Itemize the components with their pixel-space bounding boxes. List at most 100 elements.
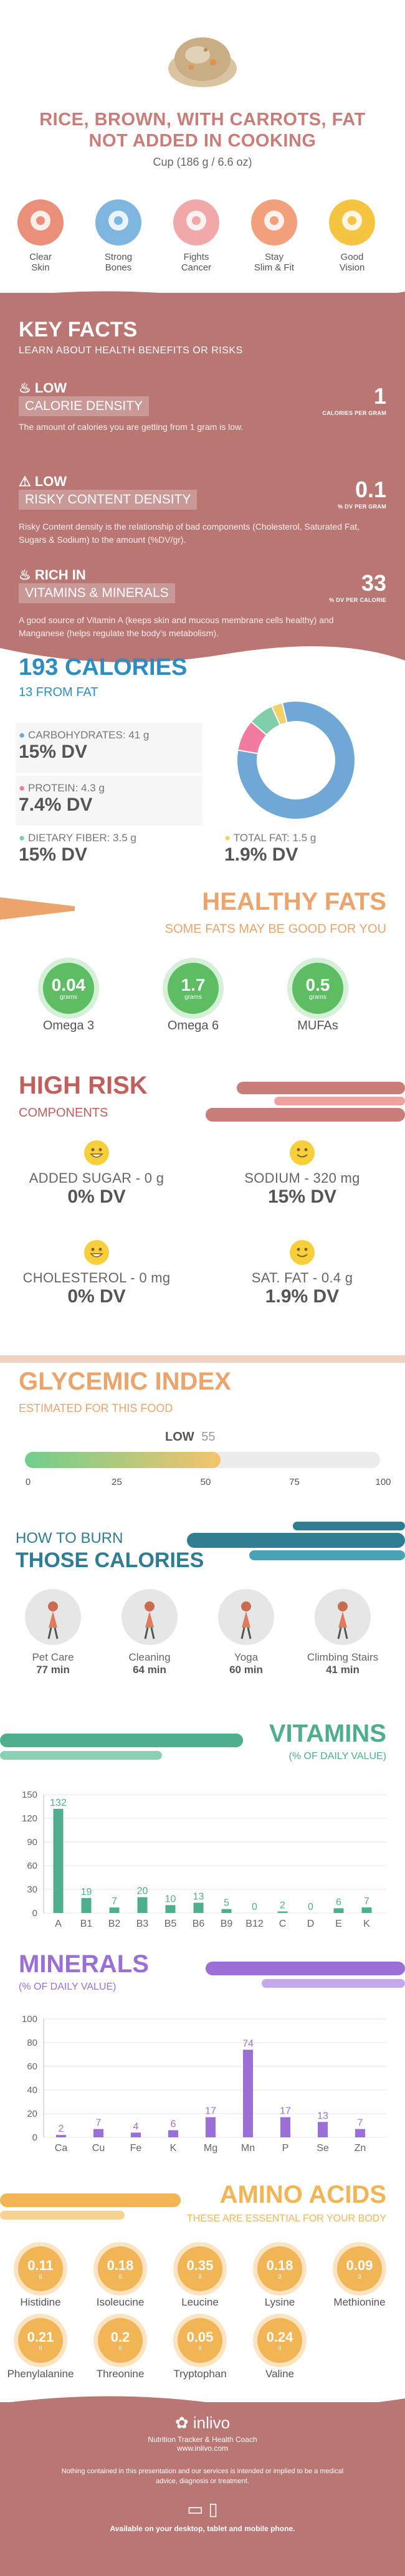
amino-subheading: THESE ARE ESSENTIAL FOR YOUR BODY <box>186 2213 386 2224</box>
vitamins-stripes <box>0 1734 243 1760</box>
benefit-2: Fights Cancer <box>162 199 231 273</box>
amino-label: Threonine <box>96 2368 145 2380</box>
grin-face-icon <box>84 1140 109 1165</box>
amino-value: 0.24 <box>266 2329 293 2345</box>
fat-row: ● TOTAL FAT: 1.5 g 1.9% DV <box>224 832 317 865</box>
amino-unit: g <box>358 2273 361 2279</box>
amino-badge: 0.2 g <box>98 2318 143 2363</box>
y-tick-label: 0 <box>32 1908 37 1919</box>
risk-label: CHOLESTEROL - 0 mg <box>22 1270 171 1286</box>
glycemic-tick: 50 <box>200 1477 211 1487</box>
healthy-fat-label: Omega 6 <box>167 1019 219 1033</box>
activity-time: 41 min <box>326 1664 360 1676</box>
benefit-label: Clear Skin <box>29 252 52 273</box>
amino-unit: g <box>39 2273 42 2279</box>
amino-tryptophan: 0.05 g Tryptophan <box>163 2318 237 2380</box>
amino-label: Isoleucine <box>96 2296 145 2308</box>
category-label: Cu <box>92 2143 105 2154</box>
bar-B3 <box>137 1897 148 1913</box>
leaf-icon: ✿ <box>174 2413 189 2432</box>
activity-name: Cleaning <box>128 1651 171 1663</box>
bar-value-label: 5 <box>224 1898 229 1909</box>
healthy-fats-subheading: SOME FATS MAY BE GOOD FOR YOU <box>164 922 386 936</box>
amino-value: 0.05 <box>186 2329 214 2345</box>
amino-value: 0.09 <box>346 2258 373 2273</box>
glycemic-level: LOW <box>165 1430 194 1444</box>
benefit-label: Good Vision <box>339 252 365 273</box>
category-label: A <box>55 1919 62 1929</box>
benefit-label: Stay Slim & Fit <box>254 252 295 273</box>
category-label: Ca <box>55 2143 68 2154</box>
category-label: B1 <box>80 1919 93 1929</box>
bar-Zn <box>355 2129 365 2137</box>
fat-dv: 1.9% DV <box>224 844 298 865</box>
fact-desc: The amount of calories you are getting f… <box>19 422 244 432</box>
glycemic-heading: GLYCEMIC INDEX <box>19 1368 231 1395</box>
amino-leucine: 0.35 g Leucine <box>163 2246 237 2309</box>
bar-value-label: 2 <box>280 1900 285 1911</box>
protein-row: ● PROTEIN: 4.3 g 7.4% DV <box>19 782 105 815</box>
risk-2: CHOLESTEROL - 0 mg 0% DV <box>19 1240 174 1307</box>
high-risk-stripes <box>206 1082 405 1122</box>
amino-label: Tryptophan <box>173 2368 227 2380</box>
category-label: D <box>307 1919 315 1929</box>
burn-stripes <box>187 1522 405 1560</box>
warning-icon: ⚠ <box>19 474 35 489</box>
activity-time: 60 min <box>229 1664 263 1676</box>
activity-name: Pet Care <box>32 1651 74 1663</box>
y-tick-label: 30 <box>27 1884 37 1895</box>
category-label: Mn <box>241 2143 255 2154</box>
healthy-fat-1: 1.7 grams Omega 6 <box>150 963 237 1033</box>
bar-value-label: 0 <box>308 1902 313 1912</box>
fact-1: ⚠ LOW RISKY CONTENT DENSITY <box>19 474 198 510</box>
category-label: B5 <box>164 1919 177 1929</box>
amino-heading: AMINO ACIDS <box>219 2181 386 2208</box>
bar-value-label: 17 <box>205 2106 216 2117</box>
carbs-row: ● CARBOHYDRATES: 41 g 15% DV <box>19 729 150 762</box>
bar-value-label: 20 <box>137 1886 148 1897</box>
amino-badge: 0.11 g <box>18 2246 63 2291</box>
activity-time: 77 min <box>36 1664 70 1676</box>
risk-label: SAT. FAT - 0.4 g <box>251 1270 353 1286</box>
bar-C <box>277 1911 288 1913</box>
category-label: Se <box>317 2143 329 2154</box>
amino-badge: 0.05 g <box>178 2318 222 2363</box>
fact-name: CALORIE DENSITY <box>19 396 150 416</box>
amino-unit: g <box>118 2344 122 2350</box>
bar-B1 <box>81 1897 92 1913</box>
y-tick-label: 120 <box>22 1813 37 1824</box>
ribbon-icon <box>173 199 219 246</box>
category-label: C <box>279 1919 287 1929</box>
amino-badge: 0.18 g <box>98 2246 143 2291</box>
amino-unit: g <box>198 2344 202 2350</box>
available-text: Available on your desktop, tablet and mo… <box>110 2524 295 2533</box>
bar-B5 <box>165 1905 176 1913</box>
high-risk-heading: HIGH RISK <box>19 1072 148 1099</box>
bar-B9 <box>221 1909 232 1913</box>
risk-0: ADDED SUGAR - 0 g 0% DV <box>19 1140 174 1208</box>
minerals-stripes <box>206 1962 405 1988</box>
bar-K <box>361 1907 372 1913</box>
amino-badge: 0.18 g <box>257 2246 302 2291</box>
category-label: B6 <box>193 1919 205 1929</box>
bar-value-label: 6 <box>171 2119 176 2130</box>
fact-name: VITAMINS & MINERALS <box>19 583 175 603</box>
healthy-fat-value: 1.7 <box>181 975 206 995</box>
healthy-fat-badge: 0.5 grams <box>292 963 343 1014</box>
category-label: B2 <box>108 1919 121 1929</box>
bar-value-label: 132 <box>50 1798 67 1808</box>
activity-2: Yoga 60 min <box>209 1589 284 1676</box>
healthy-fat-unit: grams <box>309 993 326 1001</box>
healthy-fat-2: 0.5 grams MUFAs <box>274 963 361 1033</box>
y-tick-label: 90 <box>27 1837 37 1848</box>
fact-unit: CALORIES PER GRAM <box>322 410 386 416</box>
category-label: B12 <box>245 1919 264 1929</box>
amino-stripes <box>0 2193 181 2220</box>
brand-name: inlivo <box>193 2413 231 2432</box>
bar-Ca <box>56 2135 66 2137</box>
benefit-1: Strong Bones <box>84 199 153 273</box>
footer-url[interactable]: www.inlivo.com <box>176 2444 229 2453</box>
bar-P <box>280 2117 290 2137</box>
amino-unit: g <box>118 2273 122 2279</box>
vitamins-heading: VITAMINS <box>269 1720 386 1747</box>
